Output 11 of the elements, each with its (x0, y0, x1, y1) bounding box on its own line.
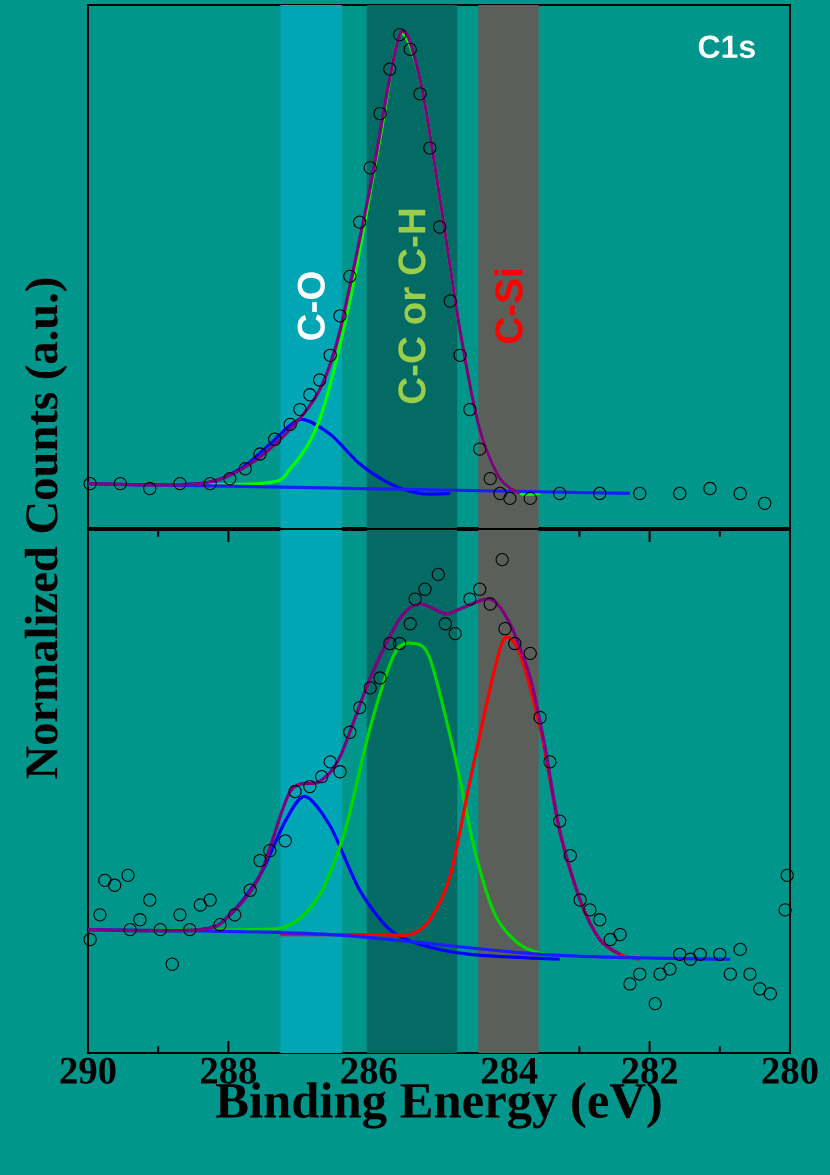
band-label: C-C or C-H (398, 209, 426, 404)
band-label: C-Si (494, 270, 523, 344)
x-tick-label: 286 (341, 1057, 397, 1084)
x-tick-label: 290 (60, 1057, 116, 1084)
y-axis-title: Normalized Counts (a.u.) (24, 278, 68, 779)
band-label: C-O (297, 272, 325, 340)
x-tick-label: 282 (622, 1057, 677, 1084)
x-tick-label: 288 (201, 1057, 257, 1084)
annotation: C1s (698, 35, 755, 59)
x-tick-label: 284 (481, 1057, 538, 1084)
x-tick-label: 280 (762, 1057, 818, 1084)
